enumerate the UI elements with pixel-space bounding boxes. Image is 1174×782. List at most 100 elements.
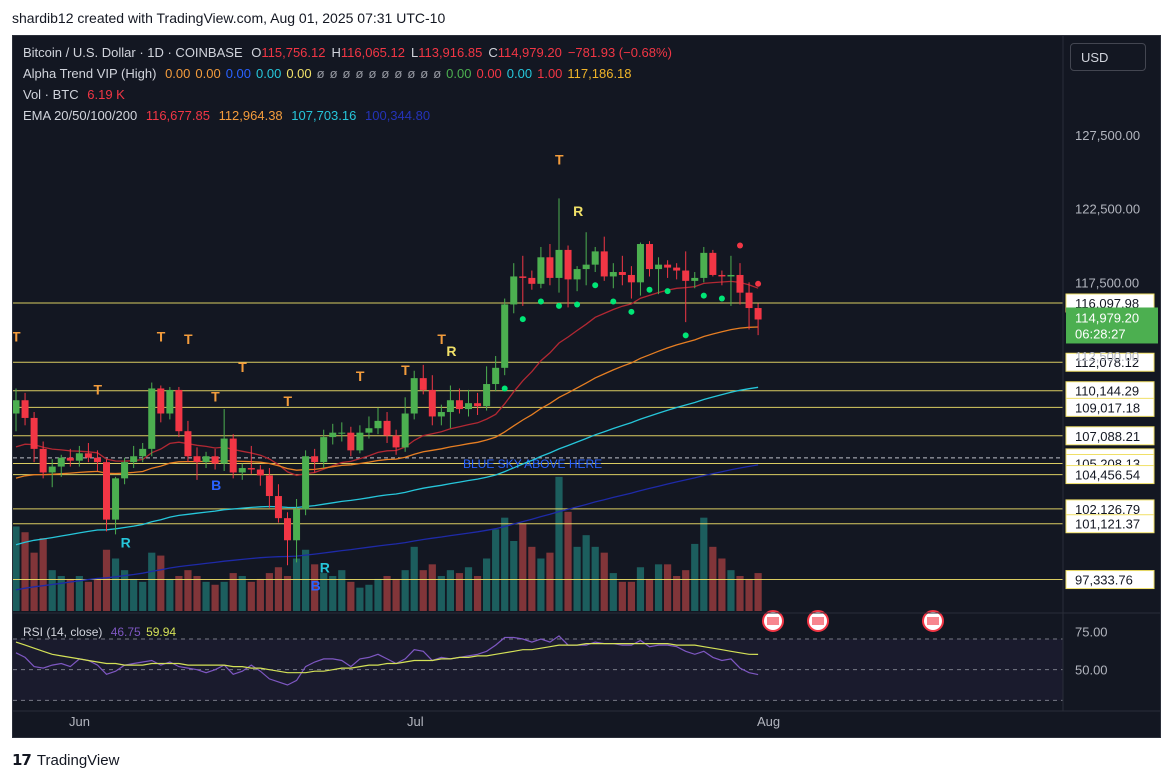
candle-body xyxy=(392,435,400,448)
candle-body xyxy=(347,432,355,451)
legend-alpha-trend-value: 0.00 xyxy=(195,66,221,81)
legend-ema20: 116,677.85 xyxy=(145,108,210,123)
volume-bar xyxy=(645,578,654,611)
legend-alpha-trend-row[interactable]: Alpha Trend VIP (High) 0.00 0.00 0.00 0.00 0… xyxy=(23,66,642,81)
price-tick-label: 127,500.00 xyxy=(1075,128,1140,143)
volume-bar xyxy=(39,538,47,611)
volume-bar xyxy=(365,584,373,611)
trend-dot xyxy=(628,308,635,315)
volume-bar xyxy=(329,576,337,611)
volume-bar xyxy=(410,546,418,611)
legend-alpha-trend-value: 0.00 xyxy=(286,66,312,81)
candle-body xyxy=(437,412,445,417)
time-tick-label: Jul xyxy=(407,714,424,729)
volume-bar xyxy=(618,581,626,611)
candle-body xyxy=(609,272,617,277)
rsi-pane: 75.00 50.00 xyxy=(13,624,1108,701)
volume-bar xyxy=(111,558,120,611)
volume-bar xyxy=(455,573,464,611)
tradingview-logo-icon: 𝟭𝟳 xyxy=(12,752,32,769)
volume-bar xyxy=(84,581,92,611)
volume-bar xyxy=(148,552,156,611)
volume-bar xyxy=(627,581,635,611)
candle-body xyxy=(636,244,644,283)
candle-body xyxy=(130,456,138,463)
volume-bar xyxy=(48,570,56,611)
trend-dot xyxy=(592,282,599,289)
level-label-box xyxy=(1065,352,1155,372)
volume-bar xyxy=(745,578,753,611)
candle-body xyxy=(501,304,509,368)
volume-bar xyxy=(175,576,183,611)
legend-alpha-trend-value: 0.00 xyxy=(506,66,533,81)
candle-body xyxy=(148,388,156,449)
trend-dot xyxy=(501,385,508,392)
candle-body xyxy=(664,264,672,268)
candle-body xyxy=(112,478,120,520)
candle-body xyxy=(175,389,183,432)
legend-ohlc: O115,756.12 H116,065.12 L113,916.85 C114,97… xyxy=(251,45,677,60)
candle-body xyxy=(121,462,129,479)
trend-dot xyxy=(556,302,562,309)
signal-letter: T xyxy=(238,359,247,375)
volume-bar xyxy=(528,546,536,611)
ema100-line xyxy=(15,386,759,546)
candle-body xyxy=(302,456,310,510)
countdown-label: 06:28:27 xyxy=(1075,326,1126,341)
volume-bar xyxy=(338,570,346,611)
price-tick-label: 112,500.00 xyxy=(1075,349,1139,364)
candle-body xyxy=(21,400,29,418)
volume-bar xyxy=(537,558,545,611)
legend-ema100: 107,703.16 xyxy=(291,108,357,123)
legend-close-label: C xyxy=(488,45,498,60)
candle-body xyxy=(84,453,92,458)
volume-bar xyxy=(691,543,699,611)
candle-body xyxy=(374,420,382,429)
candle-body xyxy=(184,431,192,457)
candle-body xyxy=(193,456,201,463)
candle-body xyxy=(202,456,210,463)
trend-dot xyxy=(664,288,671,295)
legend-symbol-row[interactable]: Bitcoin / U.S. Dollar · 1D · COINBASE O1… xyxy=(23,45,682,60)
attribution-text: shardib12 created with TradingView.com, … xyxy=(12,10,446,26)
level-label: 110,144.29 xyxy=(1075,384,1139,399)
legend-volume-row[interactable]: Vol · BTC 6.19 K xyxy=(23,87,130,102)
chart-canvas[interactable]: 116,097.98 112,078.12 110,144.29109,017.18… xyxy=(13,36,1160,737)
volume-bar xyxy=(302,549,310,611)
volume-bar xyxy=(392,578,400,611)
legend-alpha-trend-value: 0.00 xyxy=(476,66,502,81)
volume-bar xyxy=(546,552,554,611)
candle-body xyxy=(410,378,418,414)
legend-alpha-trend-value: ø xyxy=(433,66,442,81)
volume-bar xyxy=(247,581,255,611)
volume-bar xyxy=(311,564,319,611)
legend-alpha-trend-value: 0.00 xyxy=(225,66,252,81)
volume-bar xyxy=(591,546,599,611)
annotation-text: BLUE SKY ABOVE HERE xyxy=(463,457,602,471)
signal-letter: T xyxy=(284,393,293,409)
volume-bar xyxy=(483,558,491,611)
chart-frame[interactable]: 116,097.98 112,078.12 110,144.29 109,017.18… xyxy=(12,35,1161,738)
candle-body xyxy=(383,420,391,436)
volume-bar xyxy=(501,517,509,611)
trend-dot xyxy=(755,280,762,287)
candle-body xyxy=(103,462,110,520)
volume-bar xyxy=(130,578,138,611)
signal-letter: T xyxy=(437,331,446,347)
volume-bar xyxy=(75,576,83,611)
volume-bar xyxy=(600,552,608,611)
candle-body xyxy=(39,448,47,473)
volume-bar xyxy=(193,576,201,611)
volume-bar xyxy=(238,576,246,611)
legend-ema-row[interactable]: EMA 20/50/100/200 116,677.85 112,964.38 … xyxy=(23,108,435,123)
legend-symbol: Bitcoin / U.S. Dollar · 1D · COINBASE xyxy=(23,45,243,60)
currency-button[interactable]: USD xyxy=(1070,43,1146,71)
candle-body xyxy=(564,249,572,280)
legend-rsi-value: 46.75 xyxy=(110,625,141,639)
candle-body xyxy=(718,274,726,277)
legend-rsi-row[interactable]: RSI (14, close) 46.75 59.94 xyxy=(23,625,181,639)
volume-bar xyxy=(419,570,427,611)
volume-bar xyxy=(211,584,219,611)
volume-bar xyxy=(139,581,147,611)
volume-bar xyxy=(283,576,292,611)
